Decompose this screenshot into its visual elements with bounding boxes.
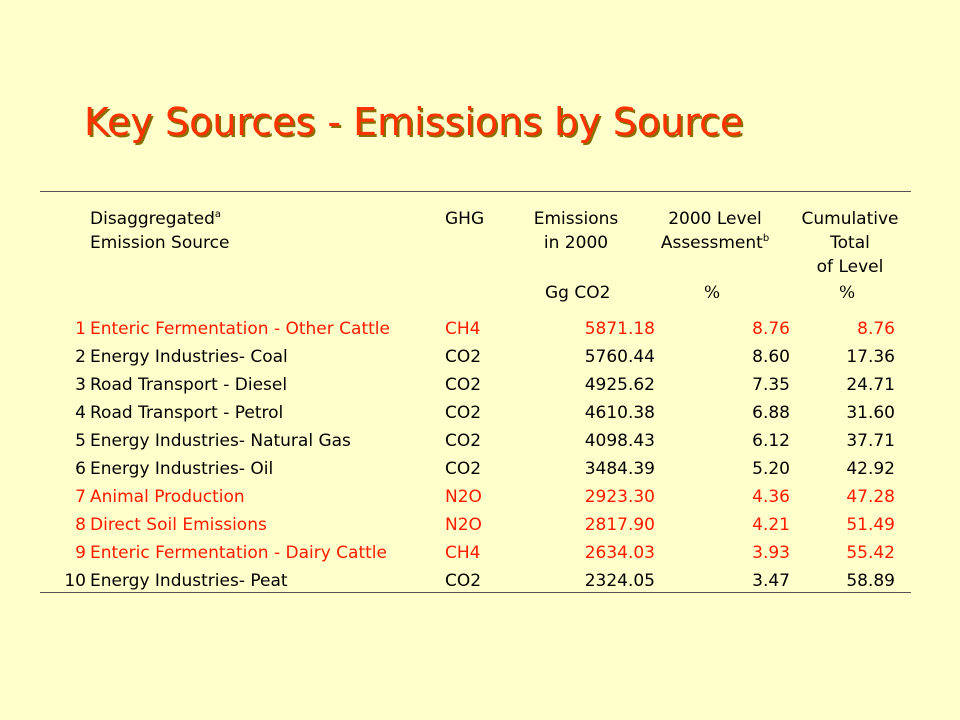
- row-level-assessment: 5.20: [752, 459, 790, 479]
- row-ghg: CO2: [445, 403, 482, 423]
- row-cumulative-total: 42.92: [846, 459, 895, 479]
- row-ghg: CH4: [445, 543, 481, 563]
- row-level-assessment: 6.12: [752, 431, 790, 451]
- row-cumulative-total: 31.60: [846, 403, 895, 423]
- table-row: 1 Enteric Fermentation - Other Cattle CH4 5…: [40, 315, 911, 343]
- row-ghg: CH4: [445, 319, 481, 339]
- table-bottom-rule: [40, 592, 911, 593]
- row-ghg: CO2: [445, 431, 482, 451]
- row-rank: 10: [64, 571, 86, 591]
- table-row: 8 Direct Soil Emissions N2O 2817.90 4.21 51.4…: [40, 511, 911, 539]
- row-cumulative-total: 17.36: [846, 347, 895, 367]
- row-rank: 1: [75, 319, 86, 339]
- row-source: Animal Production: [90, 487, 245, 507]
- unit-level-percent: %: [704, 283, 721, 303]
- row-rank: 2: [75, 347, 86, 367]
- row-emissions: 2634.03: [584, 543, 655, 563]
- row-rank: 9: [75, 543, 86, 563]
- table-row: 6 Energy Industries- Oil CO2 3484.39 5.20 42.…: [40, 455, 911, 483]
- table-row: 3 Road Transport - Diesel CO2 4925.62 7.35 24…: [40, 371, 911, 399]
- row-ghg: N2O: [445, 515, 482, 535]
- row-ghg: CO2: [445, 459, 482, 479]
- table-row: 10 Energy Industries- Peat CO2 2324.05 3.47 5…: [40, 567, 911, 595]
- row-emissions: 4610.38: [584, 403, 655, 423]
- row-source: Enteric Fermentation - Other Cattle: [90, 319, 390, 339]
- header-ghg: GHG: [445, 207, 484, 231]
- row-source: Road Transport - Petrol: [90, 403, 284, 423]
- row-rank: 5: [75, 431, 86, 451]
- row-emissions: 2923.30: [584, 487, 655, 507]
- row-level-assessment: 6.88: [752, 403, 790, 423]
- footnote-b-marker: b: [762, 233, 770, 244]
- row-rank: 6: [75, 459, 86, 479]
- header-emissions-line2: in 2000: [543, 233, 609, 253]
- header-level-assessment: 2000 Level Assessmentb: [660, 207, 770, 255]
- table-row: 7 Animal Production N2O 2923.30 4.36 47.28: [40, 483, 911, 511]
- row-ghg: CO2: [445, 375, 482, 395]
- row-emissions: 4925.62: [584, 375, 655, 395]
- footnote-a-marker: a: [214, 209, 222, 220]
- row-ghg: CO2: [445, 347, 482, 367]
- row-level-assessment: 7.35: [752, 375, 790, 395]
- row-rank: 4: [75, 403, 86, 423]
- table-top-rule: [40, 191, 911, 192]
- slide-title: Key Sources - Emissions by Source: [84, 100, 744, 144]
- header-level-line2: Assessment: [660, 233, 763, 253]
- row-rank: 3: [75, 375, 86, 395]
- header-level-line1: 2000 Level: [668, 209, 762, 229]
- unit-cumulative-percent: %: [839, 283, 856, 303]
- header-cumulative: Cumulative Total of Level: [800, 207, 900, 279]
- row-emissions: 5760.44: [584, 347, 655, 367]
- header-emission-source: Disaggregateda Emission Source: [90, 207, 229, 255]
- row-cumulative-total: 8.76: [857, 319, 895, 339]
- header-cum-line2: Total: [830, 233, 870, 253]
- table-row: 9 Enteric Fermentation - Dairy Cattle CH4 2…: [40, 539, 911, 567]
- header-source-line2: Emission Source: [90, 233, 230, 253]
- row-level-assessment: 3.47: [752, 571, 790, 591]
- table-row: 5 Energy Industries- Natural Gas CO2 4098.4…: [40, 427, 911, 455]
- header-emissions: Emissions in 2000: [531, 207, 621, 255]
- header-emissions-line1: Emissions: [533, 209, 619, 229]
- table-body: 1 Enteric Fermentation - Other Cattle CH4 5…: [40, 315, 911, 595]
- row-level-assessment: 8.60: [752, 347, 790, 367]
- row-source: Energy Industries- Natural Gas: [90, 431, 351, 451]
- row-source: Energy Industries- Peat: [90, 571, 288, 591]
- row-ghg: CO2: [445, 571, 482, 591]
- row-cumulative-total: 37.71: [846, 431, 895, 451]
- row-source: Energy Industries- Oil: [90, 459, 274, 479]
- row-level-assessment: 3.93: [752, 543, 790, 563]
- header-cum-line1: Cumulative: [801, 209, 899, 229]
- header-ghg-label: GHG: [445, 209, 485, 229]
- row-rank: 8: [75, 515, 86, 535]
- unit-emissions: Gg CO2: [545, 283, 611, 303]
- row-level-assessment: 4.21: [752, 515, 790, 535]
- row-source: Direct Soil Emissions: [90, 515, 267, 535]
- row-cumulative-total: 24.71: [846, 375, 895, 395]
- row-source: Energy Industries- Coal: [90, 347, 288, 367]
- row-cumulative-total: 51.49: [846, 515, 895, 535]
- row-level-assessment: 8.76: [752, 319, 790, 339]
- row-emissions: 2817.90: [584, 515, 655, 535]
- row-source: Road Transport - Diesel: [90, 375, 288, 395]
- row-cumulative-total: 47.28: [846, 487, 895, 507]
- row-cumulative-total: 58.89: [846, 571, 895, 591]
- row-emissions: 5871.18: [584, 319, 655, 339]
- header-cum-line3: of Level: [816, 257, 884, 277]
- row-emissions: 2324.05: [584, 571, 655, 591]
- header-source-line1: Disaggregated: [90, 209, 215, 229]
- row-emissions: 4098.43: [584, 431, 655, 451]
- row-source: Enteric Fermentation - Dairy Cattle: [90, 543, 387, 563]
- row-rank: 7: [75, 487, 86, 507]
- row-ghg: N2O: [445, 487, 482, 507]
- table-row: 2 Energy Industries- Coal CO2 5760.44 8.60 17…: [40, 343, 911, 371]
- row-level-assessment: 4.36: [752, 487, 790, 507]
- row-emissions: 3484.39: [584, 459, 655, 479]
- row-cumulative-total: 55.42: [846, 543, 895, 563]
- table-row: 4 Road Transport - Petrol CO2 4610.38 6.88 31…: [40, 399, 911, 427]
